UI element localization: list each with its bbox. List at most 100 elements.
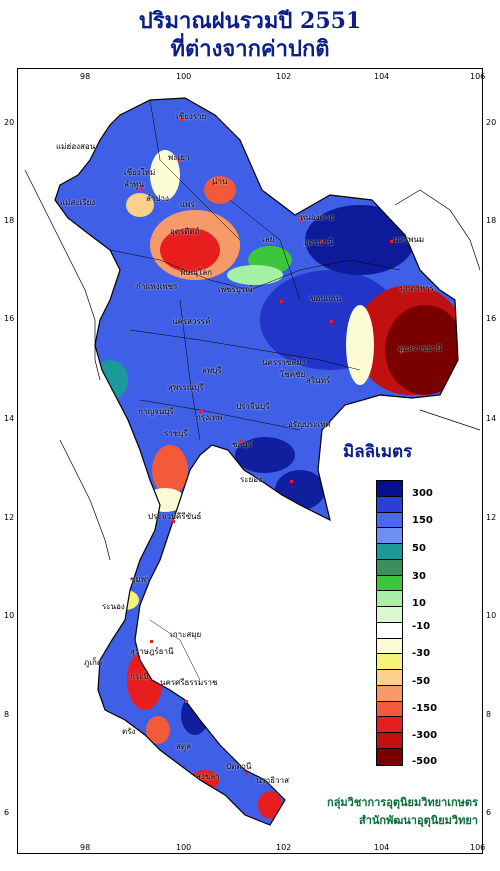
y-tick-left: 20 bbox=[4, 118, 15, 127]
legend-label: -500 bbox=[412, 756, 438, 767]
place-label: ระนอง bbox=[102, 602, 125, 611]
legend-swatch bbox=[377, 749, 402, 765]
place-label: อุตรดิตถ์ bbox=[170, 227, 200, 236]
legend-swatch bbox=[377, 654, 402, 671]
x-tick-bottom: 106 bbox=[470, 843, 486, 852]
legend-label: 50 bbox=[412, 543, 426, 554]
legend-swatch bbox=[377, 528, 402, 545]
place-label: ปัตตานี bbox=[226, 762, 252, 771]
place-label: มุกดาหาร bbox=[400, 284, 434, 293]
y-tick-left: 8 bbox=[4, 710, 10, 719]
legend-swatch bbox=[377, 512, 402, 529]
y-tick-left: 18 bbox=[4, 216, 15, 225]
x-tick-top: 106 bbox=[470, 72, 486, 81]
legend-color-bar bbox=[376, 480, 403, 766]
place-label: นครพนม bbox=[393, 235, 425, 244]
y-tick-right: 12 bbox=[486, 513, 497, 522]
y-tick-right: 18 bbox=[486, 216, 497, 225]
place-label: อุดรธานี bbox=[304, 238, 334, 247]
y-tick-left: 6 bbox=[4, 808, 10, 817]
x-tick-bottom: 98 bbox=[80, 843, 91, 852]
place-label: ลพบุรี bbox=[202, 366, 222, 375]
place-label: นราธิวาส bbox=[256, 776, 290, 785]
y-tick-right: 6 bbox=[486, 808, 492, 817]
place-label: กาญจนบุรี bbox=[138, 407, 174, 416]
credit-division: กลุ่มวิชาการอุตุนิยมวิทยาเกษตร bbox=[327, 796, 478, 809]
place-label: สตูล bbox=[176, 742, 191, 751]
place-label: ตรัง bbox=[122, 727, 136, 736]
place-label: เพชรบูรณ์ bbox=[218, 285, 253, 294]
x-tick-bottom: 100 bbox=[176, 843, 192, 852]
legend-label: 150 bbox=[412, 515, 433, 526]
place-label: ระยอง bbox=[240, 475, 262, 484]
y-tick-right: 20 bbox=[486, 118, 497, 127]
place-label: เลย bbox=[262, 235, 275, 244]
place-label: อรัญประเทศ bbox=[288, 420, 331, 429]
place-label: พิษณุโลก bbox=[180, 268, 213, 277]
legend-label: -300 bbox=[412, 730, 438, 741]
map-title: ปริมาณฝนรวมปี 2551 bbox=[138, 8, 362, 34]
legend-label: -10 bbox=[412, 621, 431, 632]
place-label: นครศรีธรรมราช bbox=[160, 678, 218, 687]
legend-label: 10 bbox=[412, 598, 426, 609]
legend-swatch bbox=[377, 575, 402, 592]
y-tick-left: 16 bbox=[4, 314, 15, 323]
y-tick-right: 8 bbox=[486, 710, 492, 719]
legend-swatch bbox=[377, 733, 402, 750]
place-label: ราชบุรี bbox=[164, 429, 188, 438]
place-label: อุบลราชธานี bbox=[398, 344, 442, 353]
legend-swatch bbox=[377, 544, 402, 560]
x-tick-top: 104 bbox=[374, 72, 390, 81]
x-tick-top: 98 bbox=[80, 72, 91, 81]
legend-label: -150 bbox=[412, 703, 438, 714]
legend-swatch bbox=[377, 717, 402, 734]
y-tick-left: 14 bbox=[4, 414, 15, 423]
x-tick-bottom: 104 bbox=[374, 843, 390, 852]
legend-swatch bbox=[377, 670, 402, 686]
legend-label: -30 bbox=[412, 648, 431, 659]
credit-bureau: สำนักพัฒนาอุตุนิยมวิทยา bbox=[359, 814, 478, 827]
legend-swatch bbox=[377, 559, 402, 576]
x-tick-top: 100 bbox=[176, 72, 192, 81]
place-label: นครราชสีมา bbox=[262, 358, 306, 367]
legend-label: 30 bbox=[412, 571, 426, 582]
place-label: แพร่ bbox=[180, 200, 195, 209]
legend-swatch bbox=[377, 591, 402, 608]
place-label: แม่สะเรียง bbox=[60, 198, 96, 207]
place-label: สุราษฎร์ธานี bbox=[130, 647, 174, 656]
legend-label: 300 bbox=[412, 488, 433, 499]
place-label: น่าน bbox=[212, 177, 228, 186]
y-tick-right: 14 bbox=[486, 414, 497, 423]
place-label: สงขลา bbox=[196, 772, 220, 781]
map-frame bbox=[17, 68, 483, 854]
place-label: นครสวรรค์ bbox=[172, 317, 211, 326]
place-label: หนองคาย bbox=[300, 213, 334, 222]
place-label: แม่ฮ่องสอน bbox=[56, 142, 96, 151]
place-label: ขอนแก่น bbox=[310, 294, 342, 303]
x-tick-bottom: 102 bbox=[276, 843, 292, 852]
legend-swatch bbox=[377, 607, 402, 623]
legend-swatch bbox=[377, 685, 402, 702]
place-label: สุพรรณบุรี bbox=[168, 383, 204, 392]
place-label: กระบี่ bbox=[130, 672, 149, 681]
legend-swatch bbox=[377, 496, 402, 513]
place-label: กรุงเทพ bbox=[196, 413, 223, 422]
place-label: สุรินทร์ bbox=[306, 376, 331, 385]
place-label: เกาะสมุย bbox=[170, 630, 202, 639]
legend-title: มิลลิเมตร bbox=[343, 442, 413, 462]
y-tick-right: 10 bbox=[486, 611, 497, 620]
y-tick-right: 16 bbox=[486, 314, 497, 323]
legend-swatch bbox=[377, 701, 402, 718]
place-label: กำแพงเพชร bbox=[136, 282, 178, 291]
x-tick-top: 102 bbox=[276, 72, 292, 81]
map-subtitle: ที่ต่างจากค่าปกติ bbox=[170, 36, 330, 62]
legend-swatch bbox=[377, 481, 402, 497]
y-tick-left: 12 bbox=[4, 513, 15, 522]
place-label: ชุมพร bbox=[130, 575, 151, 584]
place-label: โชคชัย bbox=[280, 370, 306, 379]
place-label: ปราจีนบุรี bbox=[236, 402, 270, 411]
place-label: ภูเก็ต bbox=[84, 658, 103, 667]
place-label: เชียงใหม่ bbox=[124, 168, 156, 177]
y-tick-left: 10 bbox=[4, 611, 15, 620]
legend-label: -50 bbox=[412, 676, 431, 687]
